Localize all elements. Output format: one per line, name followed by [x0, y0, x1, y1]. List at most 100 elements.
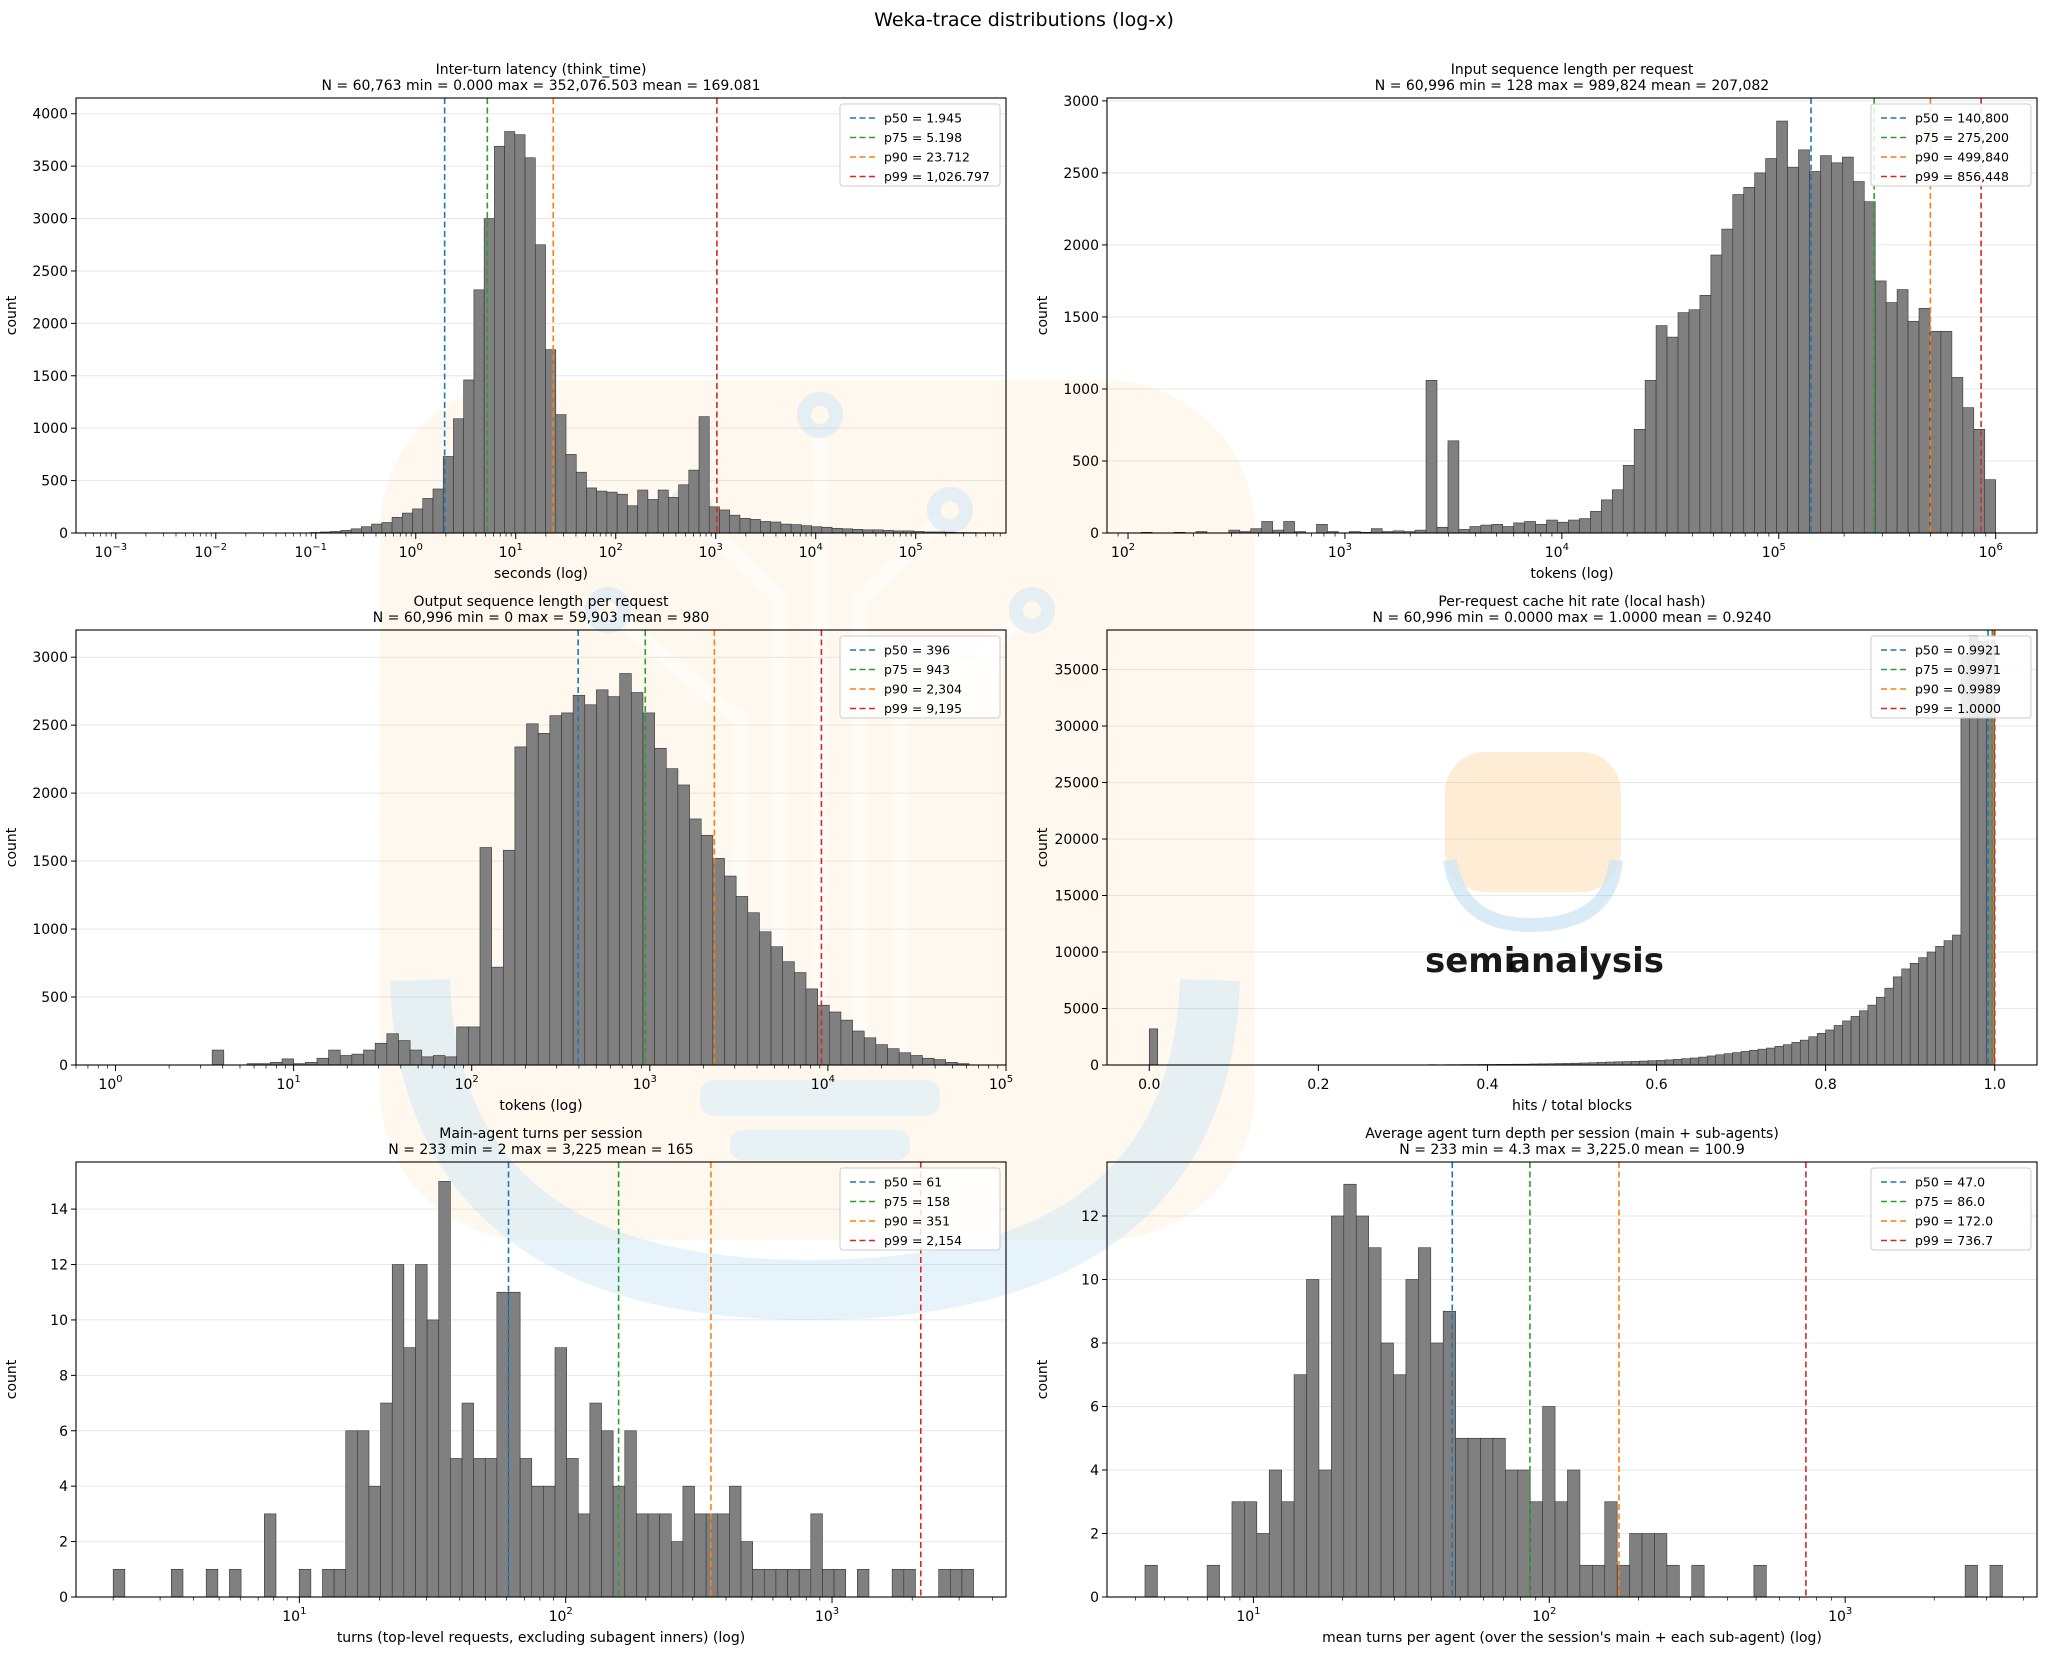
histogram-bar — [1842, 1020, 1852, 1066]
histogram-bar — [371, 523, 383, 534]
legend-entry: p50 = 140,800 — [1915, 111, 2009, 126]
x-tick-label: 104 — [799, 542, 823, 561]
histogram-bar — [463, 379, 475, 534]
y-tick-label: 4 — [59, 1479, 68, 1495]
x-tick-label: 105 — [899, 542, 923, 561]
x-tick-label: 100 — [399, 542, 423, 561]
legend-entry: p75 = 86.0 — [1915, 1194, 1985, 1209]
y-tick-label: 20000 — [1054, 832, 1099, 848]
y-axis-label: count — [1035, 1359, 1051, 1399]
histogram-bar — [752, 1568, 765, 1598]
x-tick-label: 102 — [455, 1074, 479, 1093]
x-tick-label: 0.6 — [1645, 1077, 1667, 1093]
histogram-bar — [229, 1568, 242, 1598]
histogram-bar — [1740, 1051, 1750, 1066]
histogram-bar — [491, 966, 504, 1066]
legend-entry: p75 = 5.198 — [884, 130, 962, 145]
figure-suptitle: Weka-trace distributions (log-x) — [874, 9, 1174, 31]
y-tick-label: 500 — [1072, 454, 1099, 470]
x-axis-label: hits / total blocks — [1512, 1098, 1632, 1114]
histogram-bar — [322, 1568, 335, 1598]
histogram-bar — [1962, 407, 1975, 534]
histogram-bar — [351, 1053, 364, 1066]
histogram-bar — [363, 1049, 376, 1066]
histogram-bar — [298, 1568, 312, 1598]
chart-stats: N = 60,763 min = 0.000 max = 352,076.503… — [322, 78, 761, 94]
histogram-bar — [1283, 521, 1295, 534]
histogram-bar — [1721, 228, 1734, 534]
y-tick-label: 15000 — [1054, 889, 1099, 905]
y-tick-label: 0 — [1090, 1058, 1099, 1074]
x-tick-label: 0.0 — [1138, 1077, 1160, 1093]
histogram-bar — [1723, 1053, 1733, 1066]
histogram-bar — [1579, 1564, 1593, 1598]
x-tick-label: 105 — [989, 1074, 1013, 1093]
histogram-bar — [589, 1402, 602, 1598]
histogram-bar — [543, 1485, 556, 1598]
y-tick-label: 14 — [50, 1202, 68, 1218]
histogram-bar — [554, 1347, 567, 1598]
histogram-bar — [1940, 331, 1953, 534]
histogram-bar — [705, 1513, 719, 1598]
histogram-bar — [1469, 526, 1482, 534]
histogram-bar — [828, 1011, 842, 1066]
histogram-bar — [887, 1048, 900, 1066]
chart-stats: N = 233 min = 2 max = 3,225 mean = 165 — [388, 1142, 693, 1158]
histogram-bar — [584, 704, 597, 1066]
histogram-bar — [519, 1458, 533, 1598]
histogram-bar — [566, 1458, 579, 1598]
y-tick-label: 1000 — [1063, 382, 1099, 398]
y-tick-label: 12 — [50, 1258, 68, 1274]
legend-entry: p90 = 2,304 — [884, 682, 962, 697]
chart-panel-4: Per-request cache hit rate (local hash)N… — [1035, 594, 2038, 1114]
histogram-bar — [1776, 120, 1788, 534]
legend-box — [839, 1167, 1001, 1251]
x-tick-label: 103 — [1828, 1606, 1852, 1625]
histogram-bar — [357, 1430, 370, 1598]
histogram-bar — [950, 1568, 963, 1598]
y-tick-label: 4 — [1090, 1463, 1099, 1479]
histogram-bar — [678, 484, 690, 534]
chart-stats: N = 60,996 min = 128 max = 989,824 mean … — [1375, 78, 1769, 94]
histogram-bar — [1447, 440, 1460, 534]
legend: p50 = 61 p75 = 158 p90 = 351 p99 = 2,154 — [839, 1167, 1001, 1251]
histogram-bar — [545, 349, 557, 534]
histogram-bar — [770, 521, 782, 534]
legend-entry: p50 = 0.9921 — [1915, 643, 2001, 658]
histogram-bar — [665, 768, 679, 1066]
axes-frame — [75, 1161, 1007, 1598]
histogram-bar — [575, 471, 587, 534]
legend: p50 = 1.945 p75 = 5.198 p90 = 23.712 p99 = … — [839, 103, 1001, 187]
histogram-bar — [205, 1568, 219, 1598]
histogram-bar — [531, 1485, 544, 1598]
histogram-bar — [565, 454, 577, 534]
histogram-bar — [596, 490, 608, 534]
histogram-bar — [775, 1568, 788, 1598]
y-tick-label: 2000 — [1063, 238, 1099, 254]
histogram-bar — [444, 1056, 457, 1066]
histogram-bar — [1331, 1215, 1345, 1598]
histogram-bar — [852, 1030, 865, 1066]
histogram-bar — [1816, 1033, 1826, 1066]
histogram-bar — [619, 673, 632, 1066]
histogram-bar — [281, 1058, 294, 1066]
histogram-bar — [668, 497, 679, 534]
histogram-bar — [833, 1568, 846, 1598]
histogram-bar — [1639, 1060, 1649, 1066]
histogram-bar — [811, 526, 823, 534]
chart-stats: N = 233 min = 4.3 max = 3,225.0 mean = 1… — [1399, 1142, 1744, 1158]
histogram-bar — [910, 1055, 923, 1066]
y-tick-label: 0 — [59, 1058, 68, 1074]
histogram-bar — [473, 1458, 486, 1598]
histogram-bar — [817, 1004, 830, 1066]
histogram-bar — [432, 488, 444, 534]
x-tick-label: 10−2 — [194, 542, 227, 561]
histogram-bar — [922, 1057, 935, 1066]
x-tick-label: 101 — [1236, 1606, 1260, 1625]
histogram-bar — [763, 1568, 777, 1598]
histogram-bar — [1517, 1469, 1531, 1598]
y-tick-label: 2 — [1090, 1526, 1099, 1542]
x-tick-label: 103 — [1328, 542, 1352, 561]
histogram-bar — [798, 1568, 812, 1598]
